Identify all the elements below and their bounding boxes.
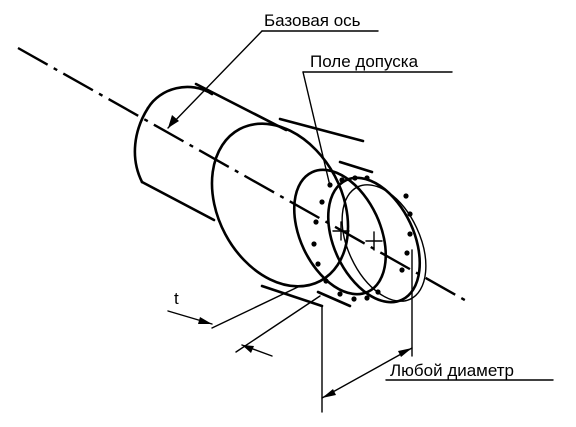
bore xyxy=(292,160,427,308)
base-axis-leader xyxy=(167,30,379,129)
tolerance-zone-leader xyxy=(302,71,453,187)
t-label: t xyxy=(174,289,179,308)
tolerance-zone-dots xyxy=(311,175,413,302)
datum-axis-line xyxy=(17,46,471,305)
any-diameter-label: Любой диаметр xyxy=(390,361,514,380)
flange-cylinder xyxy=(210,117,365,308)
dimension-any-diameter xyxy=(321,249,554,413)
tolerance-zone-label: Поле допуска xyxy=(310,52,419,71)
base-axis-label: Базовая ось xyxy=(264,11,361,30)
dimension-t xyxy=(167,285,321,357)
center-marks xyxy=(332,221,383,251)
shaft-cylinder xyxy=(133,82,288,222)
